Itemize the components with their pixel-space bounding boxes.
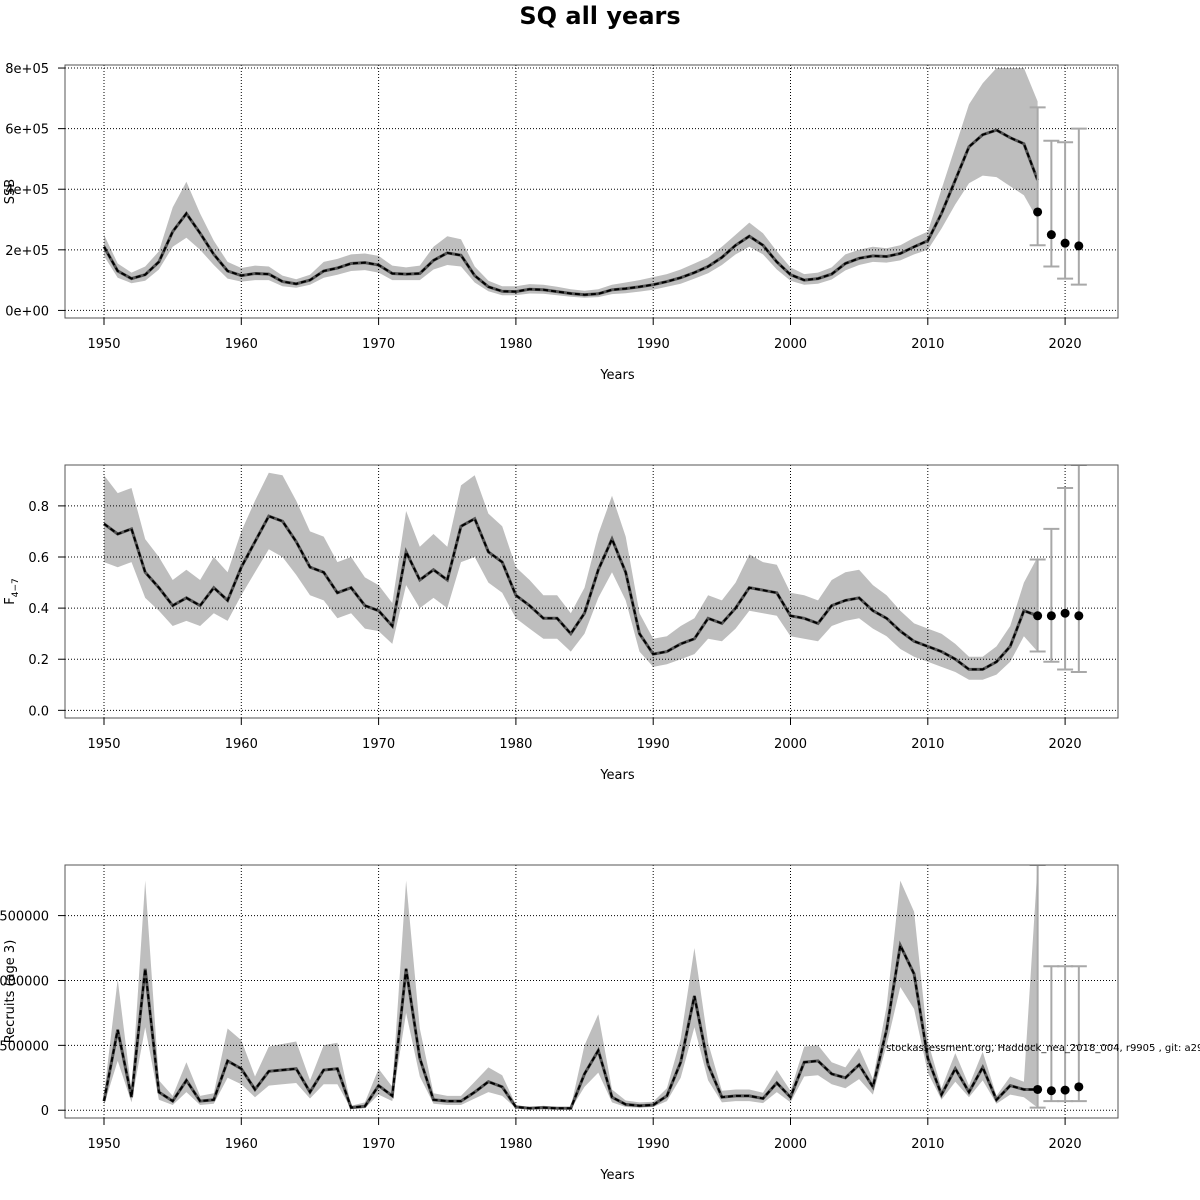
forecast-point	[1060, 238, 1070, 248]
x-tick-label: 2020	[1049, 337, 1082, 352]
watermark-text: stockassessment.org, Haddock_nea_2018_00…	[886, 1043, 1200, 1054]
x-tick-label: 1960	[225, 737, 258, 752]
plot-area	[65, 865, 1118, 1118]
x-tick-label: 1950	[87, 337, 120, 352]
x-tick-label: 2020	[1049, 737, 1082, 752]
estimate-line	[103, 129, 1039, 296]
x-tick-label: 1990	[637, 337, 670, 352]
x-tick-label: 1980	[499, 337, 532, 352]
forecast-point	[1046, 1086, 1056, 1096]
plot-frame	[64, 864, 1119, 1119]
forecast-point	[1033, 611, 1043, 621]
x-axis-label: Years	[599, 768, 635, 783]
y-tick-label: 0.2	[28, 653, 49, 668]
x-tick-label: 1960	[225, 337, 258, 352]
forecast-point	[1046, 230, 1056, 240]
y-tick-label: 1000000	[0, 974, 49, 989]
y-tick-label: 4e+05	[5, 183, 49, 198]
plot-frame	[64, 464, 1119, 719]
x-tick-label: 2010	[911, 737, 944, 752]
y-tick-label: 0e+00	[5, 304, 49, 319]
y-tick-label: 0.4	[28, 602, 49, 617]
y-axis-label: F4−7	[3, 578, 21, 604]
confidence-band	[104, 865, 1038, 1110]
y-tick-label: 2e+05	[5, 244, 49, 259]
y-tick-label: 500000	[0, 1039, 49, 1054]
x-tick-label: 2000	[774, 1137, 807, 1152]
forecast-point	[1074, 1082, 1084, 1092]
x-tick-label: 1980	[499, 737, 532, 752]
y-tick-label: 0.0	[28, 704, 49, 719]
plot-area	[65, 465, 1118, 718]
x-tick-label: 2010	[911, 1137, 944, 1152]
panel-ssb: 1950 1960 1970 1980 1990 2000 2010 2020 0e+00 2e+…	[3, 62, 1119, 383]
forecast-point	[1033, 207, 1043, 217]
confidence-band	[104, 68, 1038, 298]
y-tick-label: 1500000	[0, 910, 49, 925]
y-tick-label: 0.6	[28, 551, 49, 566]
estimate-line	[103, 514, 1038, 671]
x-tick-label: 1950	[87, 737, 120, 752]
y-tick-label: 0.8	[28, 500, 49, 515]
x-tick-label: 1970	[362, 337, 395, 352]
x-tick-label: 1990	[637, 737, 670, 752]
chart-title: SQ all years	[519, 2, 680, 30]
x-tick-label: 2000	[774, 737, 807, 752]
x-tick-label: 1950	[87, 1137, 120, 1152]
panel-recruits: 1950 1960 1970 1980 1990 2000 2010 2020 0 500000 1…	[0, 864, 1119, 1183]
x-tick-label: 2000	[774, 337, 807, 352]
x-tick-label: 1970	[362, 737, 395, 752]
x-tick-label: 1980	[499, 1137, 532, 1152]
x-tick-label: 2010	[911, 337, 944, 352]
panel-fishing-mortality: 1950 1960 1970 1980 1990 2000 2010 2020 0.0 0.2 0.…	[3, 464, 1119, 783]
x-axis-label: Years	[599, 1168, 635, 1183]
estimate-line	[103, 942, 1038, 1110]
plot-area	[65, 65, 1118, 318]
y-axis-label: SSB	[3, 179, 18, 204]
x-tick-label: 2020	[1049, 1137, 1082, 1152]
forecast-point	[1033, 1084, 1043, 1094]
forecast-point	[1046, 611, 1056, 621]
y-axis-label: Recruits (age 3)	[3, 940, 18, 1044]
forecast-point	[1060, 1085, 1070, 1095]
x-tick-label: 1990	[637, 1137, 670, 1152]
y-tick-label: 0	[41, 1104, 49, 1119]
forecast-point	[1074, 611, 1084, 621]
y-tick-label: 8e+05	[5, 62, 49, 77]
y-tick-label: 6e+05	[5, 123, 49, 138]
x-tick-label: 1960	[225, 1137, 258, 1152]
plot-frame	[64, 64, 1119, 319]
forecast-point	[1074, 241, 1084, 251]
x-tick-label: 1970	[362, 1137, 395, 1152]
forecast-point	[1060, 608, 1070, 618]
confidence-band	[104, 472, 1038, 680]
x-axis-label: Years	[599, 368, 635, 383]
